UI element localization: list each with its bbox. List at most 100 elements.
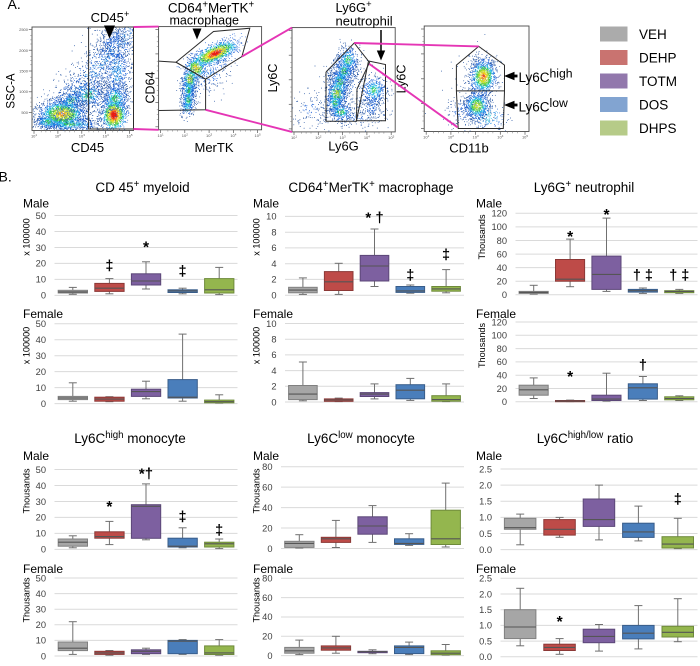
svg-text:105: 105 (255, 133, 261, 139)
svg-text:1.5: 1.5 (479, 605, 492, 615)
svg-text:102: 102 (448, 134, 454, 140)
svg-text:60: 60 (497, 249, 507, 259)
svg-text:DOS: DOS (639, 98, 668, 113)
svg-text:8: 8 (271, 335, 276, 345)
svg-text:Thousands: Thousands (477, 214, 487, 259)
svg-text:104: 104 (103, 133, 109, 139)
svg-text:60: 60 (497, 357, 507, 367)
svg-text:6: 6 (271, 350, 276, 360)
svg-text:Male: Male (253, 449, 279, 463)
svg-text:0.5: 0.5 (479, 529, 492, 539)
svg-text:10: 10 (266, 212, 276, 222)
svg-text:‡: ‡ (179, 264, 187, 280)
svg-text:0: 0 (41, 545, 46, 555)
svg-text:10: 10 (36, 636, 46, 646)
svg-text:neutrophil: neutrophil (336, 14, 393, 29)
svg-text:DHPS: DHPS (639, 121, 677, 136)
svg-text:1500: 1500 (19, 69, 29, 74)
svg-text:500: 500 (21, 110, 28, 115)
svg-text:80: 80 (497, 344, 507, 354)
svg-text:40: 40 (36, 227, 46, 237)
svg-text:104: 104 (497, 134, 503, 140)
svg-text:105: 105 (126, 133, 132, 139)
svg-text:4: 4 (271, 366, 276, 376)
svg-text:0.0: 0.0 (479, 545, 492, 555)
svg-text:1000: 1000 (19, 89, 29, 94)
svg-text:‡: ‡ (179, 509, 187, 525)
svg-text:Thousands: Thousands (22, 468, 32, 513)
svg-text:0: 0 (267, 651, 272, 661)
svg-text:Ly6Chigh monocyte: Ly6Chigh monocyte (74, 430, 186, 446)
svg-text:A.: A. (8, 0, 21, 12)
svg-text:Thousands: Thousands (477, 323, 487, 368)
svg-text:Male: Male (253, 197, 279, 211)
svg-text:Ly6Chigh: Ly6Chigh (519, 67, 573, 86)
svg-text:80: 80 (497, 236, 507, 246)
svg-text:105: 105 (522, 134, 528, 140)
svg-text:103: 103 (79, 133, 85, 139)
svg-text:*: * (557, 614, 564, 631)
svg-text:60: 60 (262, 482, 272, 492)
svg-text:x 100000: x 100000 (252, 327, 262, 364)
svg-text:100: 100 (491, 222, 507, 232)
svg-text:‡: ‡ (442, 248, 450, 264)
svg-text:‡: ‡ (674, 492, 682, 508)
svg-text:*: * (106, 499, 113, 516)
svg-text:†: † (639, 358, 647, 374)
svg-text:‡: ‡ (406, 268, 414, 284)
svg-text:Ly6Clow monocyte: Ly6Clow monocyte (307, 430, 415, 446)
svg-text:20: 20 (36, 513, 46, 523)
svg-text:SSC-A: SSC-A (6, 73, 18, 108)
svg-text:10: 10 (36, 383, 46, 393)
svg-text:40: 40 (262, 612, 272, 622)
svg-text:0: 0 (271, 291, 276, 301)
svg-text:*: * (143, 239, 150, 256)
svg-text:20: 20 (36, 259, 46, 269)
svg-text:Male: Male (23, 449, 49, 463)
svg-text:TOTM: TOTM (639, 74, 677, 89)
svg-text:x 100000: x 100000 (252, 218, 262, 255)
svg-text:Ly6Chigh/low ratio: Ly6Chigh/low ratio (537, 430, 634, 446)
svg-text:102: 102 (182, 133, 188, 139)
svg-text:20: 20 (36, 367, 46, 377)
svg-text:Thousands: Thousands (22, 577, 32, 622)
svg-text:103: 103 (206, 133, 212, 139)
svg-text:30: 30 (36, 605, 46, 615)
svg-text:30: 30 (36, 243, 46, 253)
svg-text:2.0: 2.0 (479, 589, 492, 599)
svg-text:102: 102 (55, 133, 61, 139)
svg-text:CD64: CD64 (144, 71, 158, 103)
svg-text:40: 40 (36, 481, 46, 491)
svg-text:‡: ‡ (215, 523, 223, 539)
svg-text:0.5: 0.5 (479, 636, 492, 646)
svg-text:DEHP: DEHP (639, 51, 677, 66)
svg-text:80: 80 (262, 462, 272, 472)
svg-text:0: 0 (502, 397, 507, 407)
svg-text:2: 2 (271, 382, 276, 392)
svg-text:0.0: 0.0 (479, 652, 492, 661)
svg-text:20: 20 (36, 620, 46, 630)
svg-text:‡: ‡ (105, 259, 113, 275)
svg-text:1.0: 1.0 (479, 621, 492, 631)
svg-text:† ‡: † ‡ (633, 268, 653, 284)
svg-text:Female: Female (253, 562, 293, 576)
svg-text:40: 40 (36, 335, 46, 345)
svg-text:20: 20 (262, 523, 272, 533)
svg-text:105: 105 (388, 135, 394, 141)
svg-text:80: 80 (262, 574, 272, 584)
svg-text:40: 40 (262, 503, 272, 513)
svg-text:CD45: CD45 (71, 140, 104, 155)
svg-text:† ‡: † ‡ (669, 268, 689, 284)
svg-text:40: 40 (497, 371, 507, 381)
svg-text:10: 10 (36, 529, 46, 539)
svg-text:Ly6C: Ly6C (395, 65, 409, 94)
svg-text:Ly6G+ neutrophil: Ly6G+ neutrophil (534, 179, 635, 195)
svg-text:VEH: VEH (639, 27, 667, 42)
svg-text:*: * (567, 369, 574, 386)
svg-text:6: 6 (271, 243, 276, 253)
svg-text:20: 20 (262, 632, 272, 642)
svg-text:20: 20 (497, 277, 507, 287)
svg-text:4: 4 (271, 259, 276, 269)
svg-text:macrophage: macrophage (170, 14, 240, 28)
svg-text:101: 101 (423, 134, 429, 140)
